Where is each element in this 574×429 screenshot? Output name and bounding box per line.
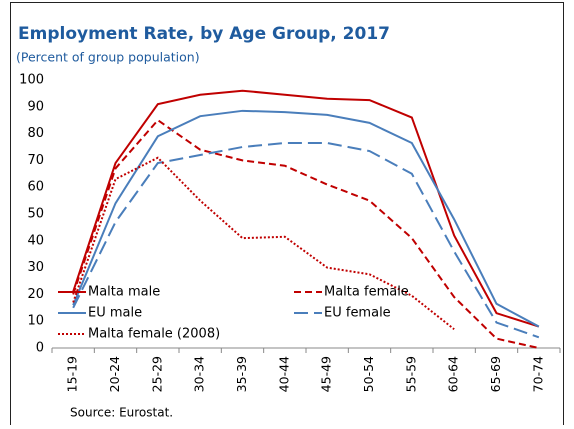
x-tick-label: 70-74 [530, 356, 545, 392]
frame [10, 2, 564, 429]
x-tick-label: 50-54 [361, 356, 376, 392]
series-line [72, 118, 540, 349]
x-tick-label: 40-44 [276, 356, 291, 392]
legend-label: EU male [88, 306, 142, 321]
chart-title: Employment Rate, by Age Group, 2017 [18, 24, 390, 44]
y-tick-label: 100 [19, 73, 44, 88]
series-line [72, 156, 455, 331]
y-tick-label: 20 [27, 287, 44, 302]
y-tick-label: 50 [27, 207, 44, 222]
series-line [72, 109, 540, 328]
x-tick-label: 60-64 [446, 356, 461, 392]
x-tick-label: 15-19 [65, 356, 80, 392]
y-tick-label: 0 [36, 341, 44, 356]
y-tick-label: 80 [27, 126, 44, 141]
legend-label: Malta female [324, 285, 409, 300]
series-line [72, 89, 540, 328]
x-tick-label: 20-24 [107, 356, 122, 392]
y-tick-label: 70 [27, 153, 44, 168]
x-tick-label: 45-49 [319, 356, 334, 392]
x-tick-label: 35-39 [234, 356, 249, 392]
x-tick-label: 25-29 [149, 356, 164, 392]
y-tick-label: 90 [27, 99, 44, 114]
y-tick-label: 40 [27, 233, 44, 248]
legend-label: Malta male [88, 285, 160, 300]
x-tick-label: 30-34 [192, 356, 207, 392]
y-tick-label: 60 [27, 180, 44, 195]
x-tick-label: 65-69 [488, 356, 503, 392]
legend-label: Malta female (2008) [88, 327, 220, 342]
chart-subtitle: (Percent of group population) [16, 50, 200, 65]
legend-label: EU female [324, 306, 391, 321]
y-tick-label: 30 [27, 260, 44, 275]
x-tick-label: 55-59 [403, 356, 418, 392]
source-note: Source: Eurostat. [70, 406, 173, 420]
series-line [72, 141, 540, 339]
y-tick-label: 10 [27, 314, 44, 329]
